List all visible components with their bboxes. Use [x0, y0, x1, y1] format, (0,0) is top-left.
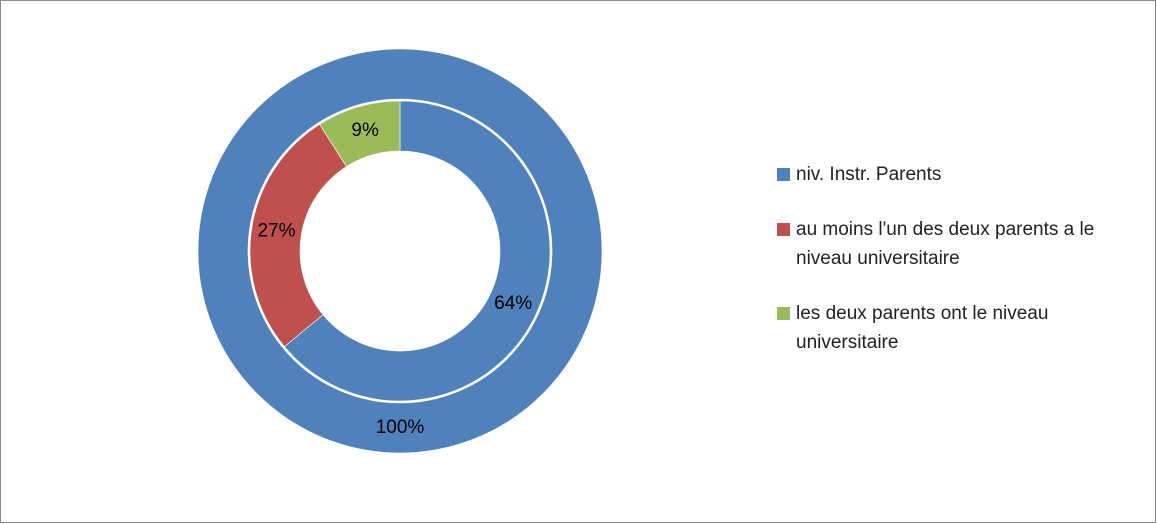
legend: niv. Instr. Parents au moins l'un des deu… [777, 160, 1137, 383]
legend-label: au moins l'un des deux parents a le nive… [796, 219, 1095, 269]
legend-label: les deux parents ont le niveau universit… [796, 303, 1049, 353]
doughnut-segment [319, 100, 401, 167]
data-label: 100% [376, 417, 425, 438]
data-label: 9% [351, 120, 379, 141]
doughnut-segment [284, 100, 551, 402]
legend-label: niv. Instr. Parents [796, 164, 942, 185]
legend-item: au moins l'un des deux parents a le nive… [777, 215, 1137, 273]
legend-swatch [777, 307, 790, 320]
doughnut-segment [197, 48, 603, 454]
legend-item: niv. Instr. Parents [777, 160, 1137, 189]
legend-swatch [777, 168, 790, 181]
data-label: 27% [258, 220, 296, 241]
legend-item: les deux parents ont le niveau universit… [777, 299, 1137, 357]
data-label: 64% [494, 293, 532, 314]
legend-swatch [777, 223, 790, 236]
